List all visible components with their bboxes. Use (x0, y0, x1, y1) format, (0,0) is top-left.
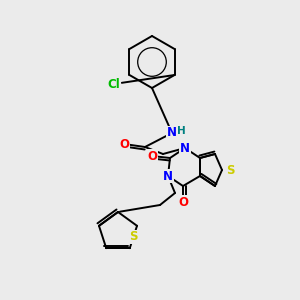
Text: O: O (119, 137, 129, 151)
Text: Cl: Cl (107, 77, 120, 91)
Text: N: N (163, 169, 173, 182)
Text: N: N (167, 127, 177, 140)
Text: S: S (129, 230, 138, 244)
Text: N: N (180, 142, 190, 154)
Text: S: S (226, 164, 235, 176)
Text: O: O (178, 196, 188, 208)
Text: H: H (177, 126, 185, 136)
Text: O: O (147, 149, 157, 163)
